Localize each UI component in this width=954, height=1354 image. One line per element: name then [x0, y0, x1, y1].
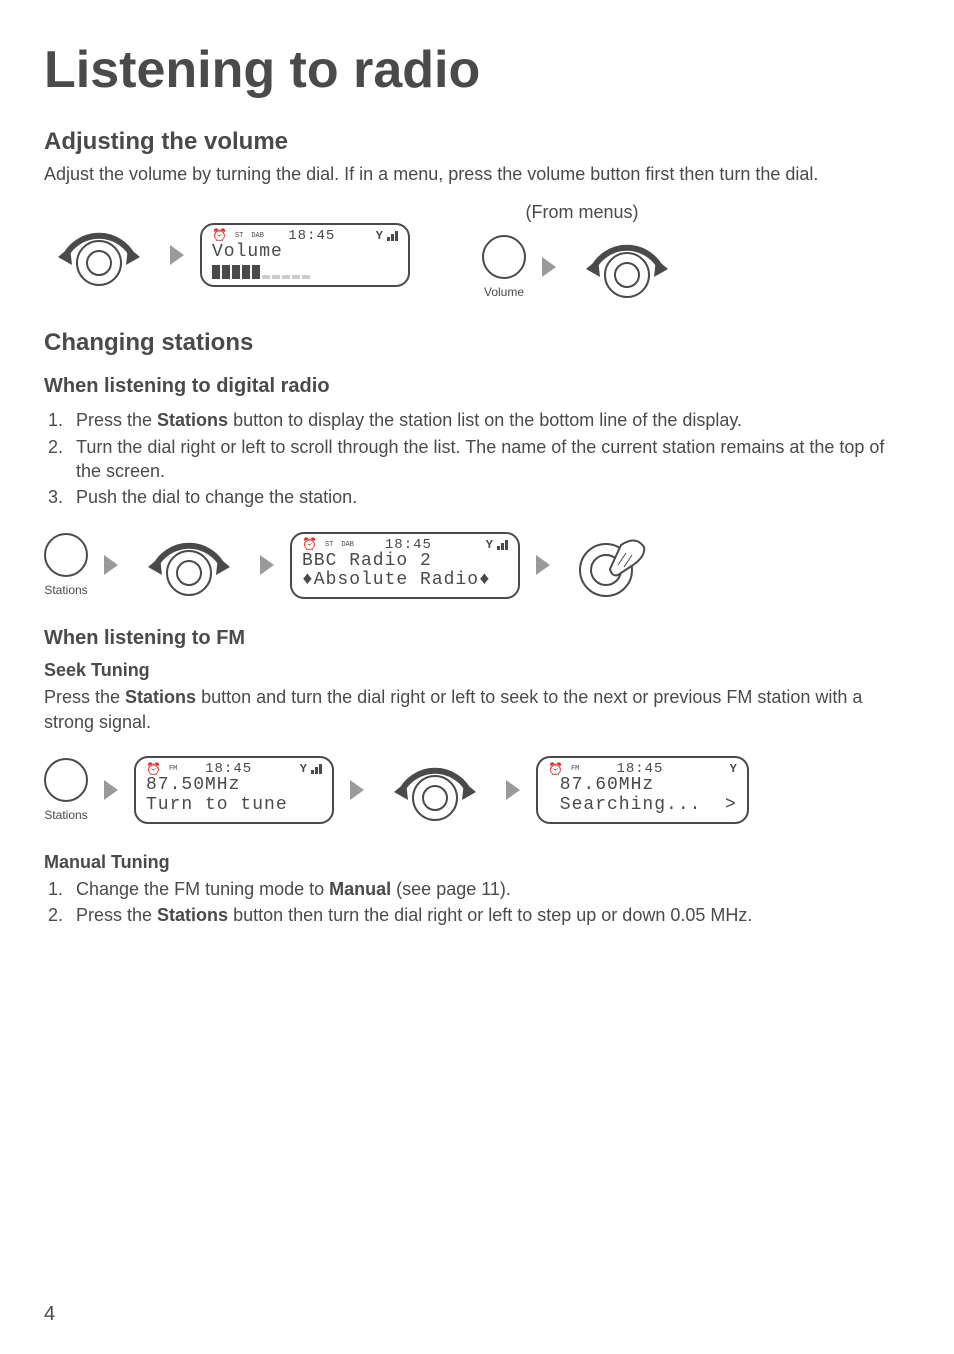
lcd-line2: Searching... > — [548, 796, 737, 816]
lcd-indicator: DAB — [341, 541, 354, 549]
volume-bars — [212, 265, 398, 279]
lcd-indicator: FM — [571, 765, 579, 773]
heading-adjusting-volume: Adjusting the volume — [44, 128, 910, 156]
lcd-indicator: ST — [325, 541, 333, 549]
section-changing-stations: Changing stations When listening to digi… — [44, 329, 910, 927]
lcd-indicator: ST — [235, 232, 243, 240]
from-menus-label: (From menus) — [525, 202, 638, 223]
alarm-icon: ⏰ — [302, 537, 317, 552]
heading-changing-stations: Changing stations — [44, 329, 910, 357]
lcd-digital: ⏰ ST DAB 18:45 Y BBC Radio 2 ♦Absolute R… — [290, 532, 520, 600]
heading-digital: When listening to digital radio — [44, 375, 910, 398]
arrow-icon — [104, 555, 118, 575]
page-number: 4 — [44, 1303, 55, 1326]
row-digital: Stations ⏰ ST DAB 18:45 Y — [44, 525, 910, 605]
list-item: Push the dial to change the station. — [68, 485, 910, 509]
section-adjusting-volume: Adjusting the volume Adjust the volume b… — [44, 128, 910, 307]
arrow-icon — [542, 257, 556, 277]
lcd-volume: ⏰ ST DAB 18:45 Y Volume — [200, 223, 410, 287]
stations-button-label: Stations — [44, 583, 87, 597]
from-menus-group: (From menus) Volume — [482, 202, 682, 307]
antenna-icon: Y — [376, 229, 383, 243]
arrow-icon — [260, 555, 274, 575]
list-item: Press the Stations button then turn the … — [68, 903, 910, 927]
arrow-icon — [536, 555, 550, 575]
list-item: Turn the dial right or left to scroll th… — [68, 435, 910, 484]
list-item: Press the Stations button to display the… — [68, 408, 910, 432]
dial-turn-icon — [44, 215, 154, 295]
antenna-icon: Y — [300, 762, 307, 776]
lcd-line1: Volume — [212, 243, 398, 263]
steps-digital: Press the Stations button to display the… — [44, 408, 910, 509]
body-seek: Press the Stations button and turn the d… — [44, 685, 910, 734]
lcd-time: 18:45 — [288, 228, 335, 244]
signal-icon — [311, 764, 322, 774]
steps-manual: Change the FM tuning mode to Manual (see… — [44, 877, 910, 928]
heading-manual: Manual Tuning — [44, 852, 910, 873]
lcd-seek-after: ⏰ FM 18:45 Y 87.60MHz Searching... > — [536, 756, 749, 824]
arrow-icon — [350, 780, 364, 800]
stations-button-label: Stations — [44, 808, 87, 822]
volume-button-label: Volume — [484, 285, 524, 299]
body-adjusting-volume: Adjust the volume by turning the dial. I… — [44, 162, 910, 186]
dial-turn-icon — [572, 227, 682, 307]
dial-push-icon — [566, 525, 656, 605]
volume-button: Volume — [482, 235, 526, 299]
antenna-icon: Y — [486, 538, 493, 552]
lcd-line2: ♦Absolute Radio♦ — [302, 571, 508, 591]
signal-icon — [387, 231, 398, 241]
heading-fm: When listening to FM — [44, 627, 910, 650]
arrow-icon — [170, 245, 184, 265]
lcd-indicator: DAB — [251, 232, 264, 240]
arrow-icon — [104, 780, 118, 800]
row-seek: Stations ⏰ FM 18:45 Y 87.50MHz Turn to t… — [44, 750, 910, 830]
lcd-line2: Turn to tune — [146, 796, 322, 816]
list-item: Change the FM tuning mode to Manual (see… — [68, 877, 910, 901]
signal-icon — [497, 540, 508, 550]
antenna-icon: Y — [730, 762, 737, 776]
lcd-line1: 87.50MHz — [146, 776, 322, 796]
dial-turn-icon — [134, 525, 244, 605]
stations-button: Stations — [44, 533, 88, 597]
lcd-seek-before: ⏰ FM 18:45 Y 87.50MHz Turn to tune — [134, 756, 334, 824]
lcd-line1: BBC Radio 2 — [302, 552, 508, 572]
heading-seek: Seek Tuning — [44, 660, 910, 681]
row-volume: ⏰ ST DAB 18:45 Y Volume (From menus) — [44, 202, 910, 307]
stations-button: Stations — [44, 758, 88, 822]
lcd-indicator: FM — [169, 765, 177, 773]
dial-turn-icon — [380, 750, 490, 830]
page-title: Listening to radio — [44, 40, 910, 100]
arrow-icon — [506, 780, 520, 800]
lcd-line1: 87.60MHz — [548, 776, 737, 796]
